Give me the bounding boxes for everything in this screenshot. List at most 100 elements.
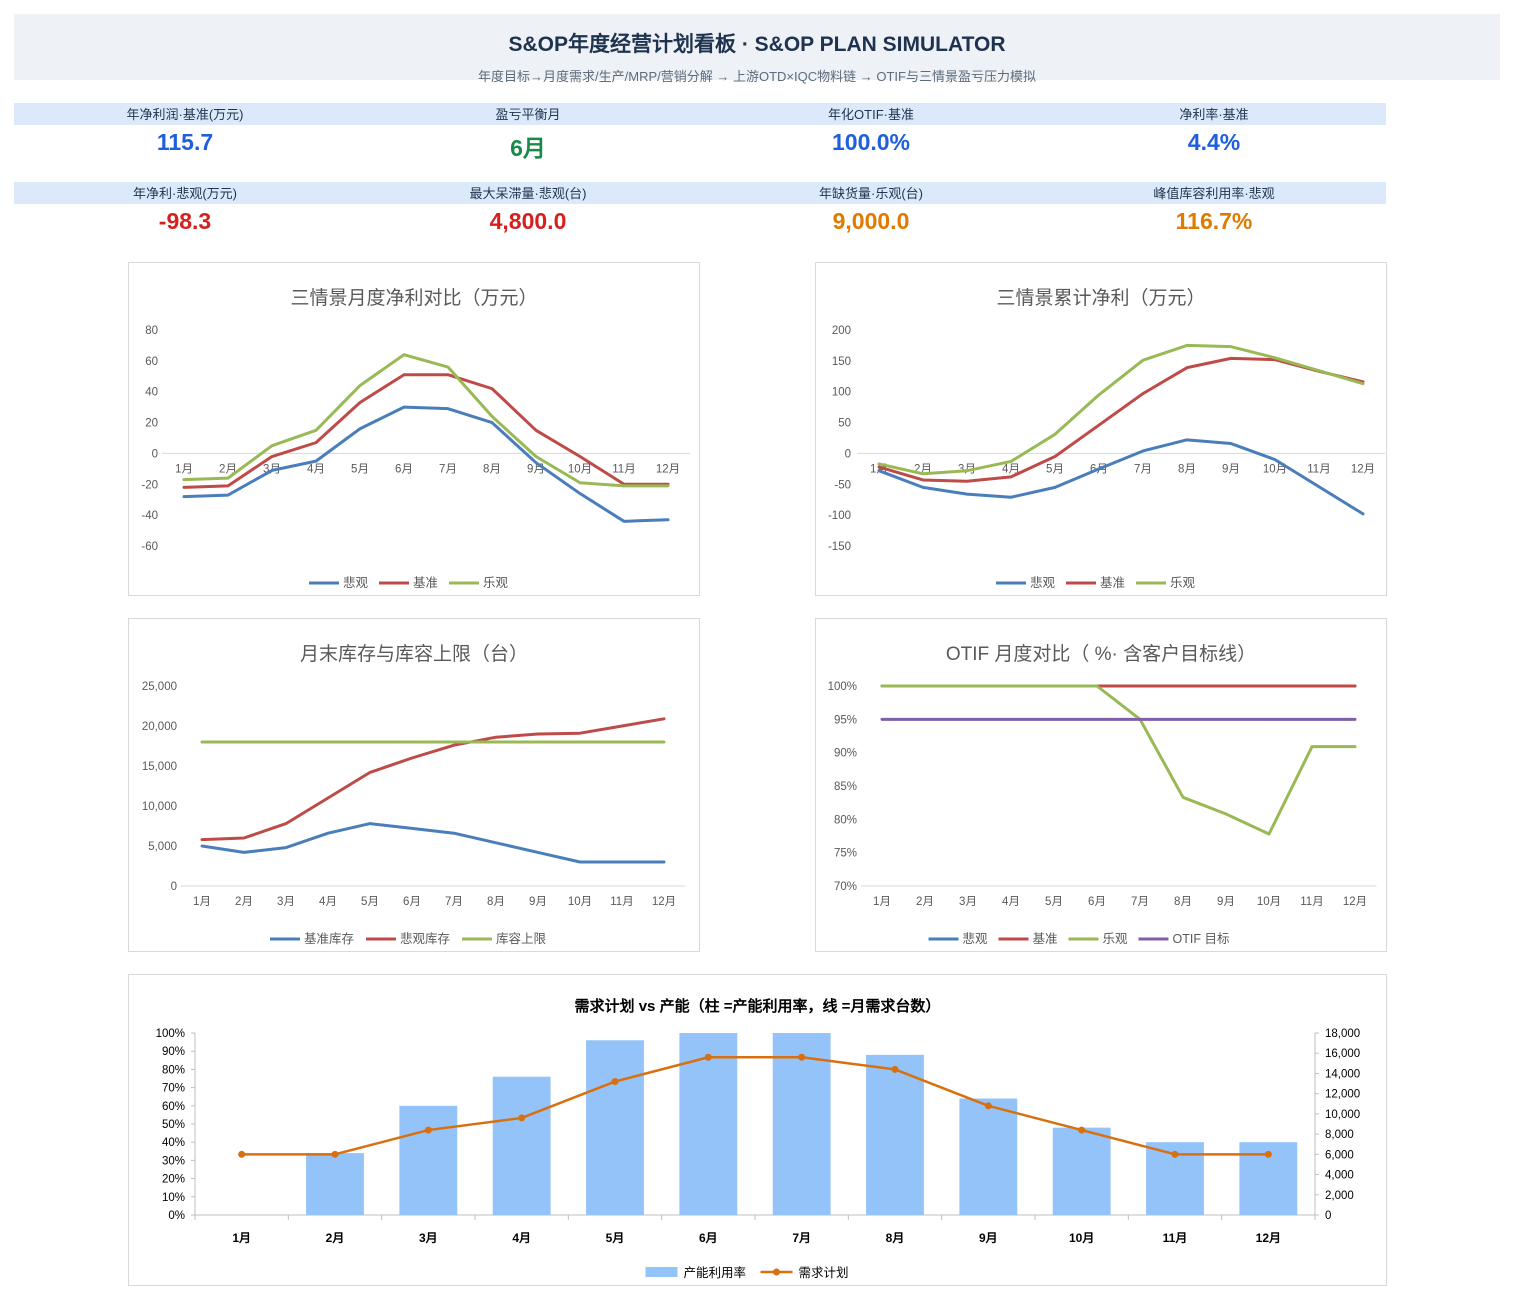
bar-capacity-util: [586, 1040, 644, 1215]
kpi-value: 115.7: [156, 129, 214, 155]
x-tick-label: 11月: [610, 896, 633, 908]
legend-label: 悲观: [343, 575, 369, 590]
kpi-max-obsolete: 最大呆滞量·悲观(台) 4,800.0: [378, 182, 678, 235]
y-tick-label: 5,000: [148, 841, 177, 853]
kpi-annual-shortage: 年缺货量·乐观(台) 9,000.0: [721, 182, 1021, 235]
x-tick-label: 5月: [361, 896, 379, 908]
x-tick-label: 8月: [1178, 463, 1196, 475]
demand-point: [798, 1053, 806, 1061]
y-tick-label: 0: [845, 448, 851, 460]
y-right-tick-label: 16,000: [1325, 1048, 1360, 1060]
y-tick-label: 15,000: [142, 761, 177, 773]
x-tick-label: 10月: [568, 463, 592, 475]
x-tick-label: 10月: [1069, 1231, 1094, 1245]
x-tick-label: 4月: [319, 896, 337, 908]
legend-label: 悲观: [963, 931, 989, 946]
x-tick-label: 5月: [351, 463, 369, 475]
kpi-value: 4,800.0: [489, 208, 567, 234]
kpi-value: -98.3: [158, 208, 212, 234]
legend-label: 需求计划: [799, 1266, 849, 1280]
bar-capacity-util: [1052, 1127, 1111, 1215]
kpi-label: 盈亏平衡月: [495, 107, 561, 122]
legend-label: 基准: [1033, 932, 1058, 946]
y-right-tick-label: 2,000: [1325, 1190, 1354, 1202]
y-tick-label: -60: [141, 541, 158, 553]
chart-title: 需求计划 vs 产能（柱 =产能利用率，线 =月需求台数）: [575, 997, 941, 1015]
y-tick-label: 0: [152, 448, 158, 460]
y-left-tick-label: 90%: [162, 1046, 185, 1058]
chart-cumulative-net-profit: 三情景累计净利（万元） 200 150 100 50 0 -50 -100 -150 1月 2月 3月…: [815, 262, 1387, 596]
y-tick-label: 80%: [834, 814, 857, 826]
x-tick-label: 3月: [959, 896, 977, 908]
dashboard-header: S&OP年度经营计划看板 · S&OP PLAN SIMULATOR 年度目标→…: [14, 14, 1500, 84]
y-left-tick-label: 30%: [162, 1155, 185, 1167]
x-tick-label: 5月: [1046, 463, 1064, 475]
x-tick-label: 1月: [193, 896, 211, 908]
y-tick-label: 100: [832, 387, 851, 399]
x-tick-label: 7月: [1131, 896, 1149, 908]
x-tick-label: 3月: [277, 896, 295, 908]
y-right-tick-label: 6,000: [1325, 1149, 1354, 1161]
x-tick-label: 3月: [419, 1231, 438, 1245]
y-tick-label: 20: [145, 418, 158, 430]
demand-point: [331, 1150, 339, 1158]
x-tick-label: 10月: [1263, 463, 1287, 475]
y-right-tick-label: 14,000: [1325, 1068, 1360, 1080]
series-line-2: [200, 717, 666, 842]
legend-label: 悲观: [1030, 575, 1056, 590]
x-tick-label: 7月: [439, 463, 457, 475]
y-left-tick-label: 80%: [162, 1064, 185, 1076]
x-tick-label: 4月: [1002, 463, 1020, 475]
series-line-demand: [241, 1056, 1269, 1156]
dashboard-subtitle: 年度目标→月度需求/生产/MRP/营销分解 → 上游OTD×IQC物料链 → O…: [478, 69, 1036, 84]
series-line-2: [877, 356, 1365, 483]
chart-otif-monthly: OTIF 月度对比（ %· 含客户目标线） 100% 95% 90% 85% 80% 75%…: [815, 618, 1387, 952]
chart-demand-vs-capacity-svg: 需求计划 vs 产能（柱 =产能利用率，线 =月需求台数） 100% 90% 80% 7…: [156, 997, 1361, 1280]
kpi-pessimistic-net-profit: 年净利·悲观(万元) -98.3: [35, 182, 335, 235]
y-tick-label: 50: [838, 418, 851, 430]
y-tick-label: -100: [828, 510, 851, 522]
x-tick-label: 7月: [445, 896, 463, 908]
kpi-label: 净利率·基准: [1179, 107, 1249, 122]
demand-point: [611, 1078, 619, 1086]
kpi-value: 9,000.0: [832, 208, 910, 234]
legend-label: 乐观: [483, 576, 509, 590]
bar-capacity-util: [866, 1054, 924, 1215]
demand-point: [1078, 1126, 1086, 1134]
chart-otif-monthly-svg: OTIF 月度对比（ %· 含客户目标线） 100% 95% 90% 85% 80% 75%…: [828, 643, 1377, 946]
y-right-tick-label: 10,000: [1325, 1109, 1360, 1121]
x-tick-label: 6月: [699, 1231, 718, 1245]
chart-demand-vs-capacity: 需求计划 vs 产能（柱 =产能利用率，线 =月需求台数） 100% 90% 80% 7…: [128, 974, 1387, 1286]
kpi-baseline-net-profit: 年净利润·基准(万元) 115.7: [35, 103, 335, 156]
x-tick-label: 9月: [1217, 896, 1235, 908]
bar-capacity-util: [492, 1076, 551, 1215]
chart-inventory-capacity-svg: 月末库存与库容上限（台） 25,000 20,000 15,000 10,000 5,00…: [142, 643, 685, 946]
series-line-3: [880, 684, 1357, 836]
demand-point: [984, 1102, 992, 1110]
y-tick-label: 80: [145, 325, 158, 337]
chart-title: 三情景累计净利（万元）: [996, 287, 1205, 309]
y-tick-label: 95%: [834, 714, 857, 726]
x-tick-label: 8月: [886, 1231, 905, 1245]
y-tick-label: 70%: [834, 881, 857, 893]
series-line-1: [200, 822, 666, 864]
series-line-3: [182, 353, 670, 488]
kpi-label: 年净利·悲观(万元): [133, 186, 237, 201]
series-line-2: [182, 373, 670, 489]
x-tick-label: 7月: [792, 1231, 811, 1245]
series-line-1: [877, 438, 1365, 516]
y-left-tick-label: 70%: [162, 1083, 185, 1095]
y-tick-label: 10,000: [142, 801, 177, 813]
y-tick-label: 60: [145, 356, 158, 368]
y-tick-label: 25,000: [142, 681, 177, 693]
x-tick-label: 10月: [1257, 896, 1281, 908]
x-tick-label: 5月: [1045, 896, 1063, 908]
y-left-tick-label: 40%: [162, 1137, 185, 1149]
x-tick-label: 11月: [612, 463, 635, 475]
x-tick-label: 2月: [219, 463, 237, 475]
bar-capacity-util: [306, 1153, 364, 1215]
y-left-tick-label: 100%: [156, 1028, 185, 1040]
legend-label: 基准: [1100, 576, 1125, 590]
y-tick-label: 75%: [834, 848, 857, 860]
